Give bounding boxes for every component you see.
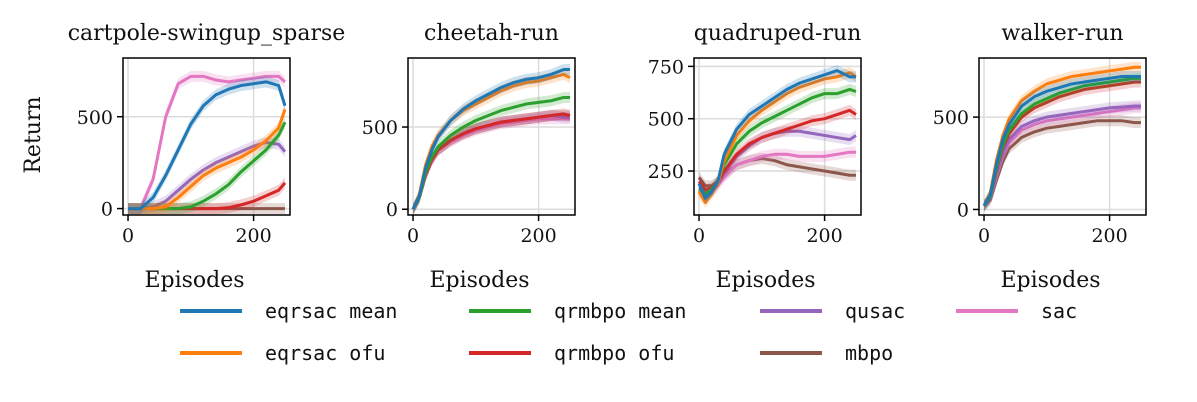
series-band-qrmbpo-mean — [413, 91, 570, 215]
series-line-eqrsac-mean — [697, 69, 856, 200]
series-band-qusac — [128, 136, 285, 215]
series-line-eqrsac-ofu — [128, 108, 287, 211]
chart-panel-2: 0 200 0 500 cheetah-run Episodes — [362, 21, 576, 293]
legend-label: qusac — [845, 299, 905, 323]
plot-frame — [693, 57, 862, 216]
series-line-eqrsac-mean — [411, 68, 570, 210]
y-tick-label: 750 — [648, 56, 684, 78]
chart-panel-4: 0 200 0 500 walker-run Episodes — [933, 21, 1147, 293]
y-tick-label: 250 — [648, 161, 684, 183]
y-tick-label: 500 — [362, 117, 398, 139]
series-band-qusac — [413, 110, 570, 215]
legend-item: qusac — [760, 299, 905, 323]
series-band-mbpo — [699, 152, 856, 192]
legend-label: mbpo — [845, 341, 893, 365]
x-tick-label: 200 — [235, 225, 271, 247]
legend-label: eqrsac ofu — [265, 341, 385, 365]
series-band-qrmbpo-mean — [984, 72, 1141, 212]
y-tick-label: 0 — [957, 199, 969, 221]
series-band-mbpo — [413, 110, 570, 215]
x-tick-label: 0 — [693, 225, 705, 247]
series-line-sac — [128, 74, 286, 211]
series-group — [128, 70, 287, 215]
panel-title: cheetah-run — [424, 21, 559, 46]
plot-frame — [978, 57, 1147, 216]
legend-item: sac — [956, 299, 1077, 323]
x-axis-label: Episodes — [429, 268, 529, 293]
series-band-eqrsac-mean — [699, 65, 856, 204]
legend-item: eqrsac ofu — [180, 341, 385, 365]
series-line-eqrsac-mean — [128, 80, 287, 211]
panel-title: cartpole-swingup_sparse — [68, 21, 346, 46]
y-tick-label: 500 — [77, 107, 113, 129]
x-tick-label: 200 — [520, 225, 556, 247]
plot-frame — [407, 57, 576, 216]
x-tick-label: 0 — [978, 225, 990, 247]
series-band-eqrsac-ofu — [413, 68, 570, 215]
legend: eqrsac mean qrmbpo mean qusac sac eqrsac… — [180, 299, 1077, 365]
legend-label: eqrsac mean — [265, 299, 397, 323]
y-tick-label: 500 — [933, 107, 969, 129]
series-group — [982, 61, 1141, 212]
x-tick-label: 0 — [122, 225, 134, 247]
series-line-qusac — [982, 104, 1141, 207]
x-tick-label: 0 — [407, 225, 419, 247]
plot-frame — [122, 57, 291, 216]
series-line-sac — [411, 117, 570, 210]
legend-item: eqrsac mean — [180, 299, 397, 323]
x-tick-label: 200 — [1091, 225, 1127, 247]
x-tick-label: 200 — [806, 225, 842, 247]
panel-title: quadruped-run — [694, 21, 862, 46]
series-band-mbpo — [984, 115, 1141, 212]
legend-label: qrmbpo mean — [554, 299, 686, 323]
y-tick-label: 500 — [648, 109, 684, 131]
series-line-eqrsac-mean — [982, 74, 1141, 207]
x-axis-label: Episodes — [715, 268, 815, 293]
chart-panel-1: 0 200 0 500 cartpole-swingup_sparse Episodes — [68, 21, 346, 293]
legend-item: mbpo — [760, 341, 893, 365]
legend-label: qrmbpo ofu — [554, 341, 674, 365]
legend-item: qrmbpo mean — [469, 299, 686, 323]
y-tick-label: 0 — [386, 199, 398, 221]
y-axis-label: Return — [21, 96, 46, 173]
series-line-qrmbpo-mean — [411, 95, 570, 210]
x-axis-label: Episodes — [144, 268, 244, 293]
x-axis-label: Episodes — [1000, 268, 1100, 293]
series-group — [697, 65, 857, 208]
series-group — [411, 64, 571, 215]
panel-title: walker-run — [1001, 21, 1123, 46]
legend-item: qrmbpo ofu — [469, 341, 674, 365]
y-tick-label: 0 — [101, 199, 113, 221]
series-band-sac — [699, 146, 856, 200]
legend-label: sac — [1041, 299, 1077, 323]
chart-panel-3: 0 200 250 500 750 quadruped-run Episodes — [648, 21, 862, 293]
series-band-qusac — [984, 100, 1141, 212]
